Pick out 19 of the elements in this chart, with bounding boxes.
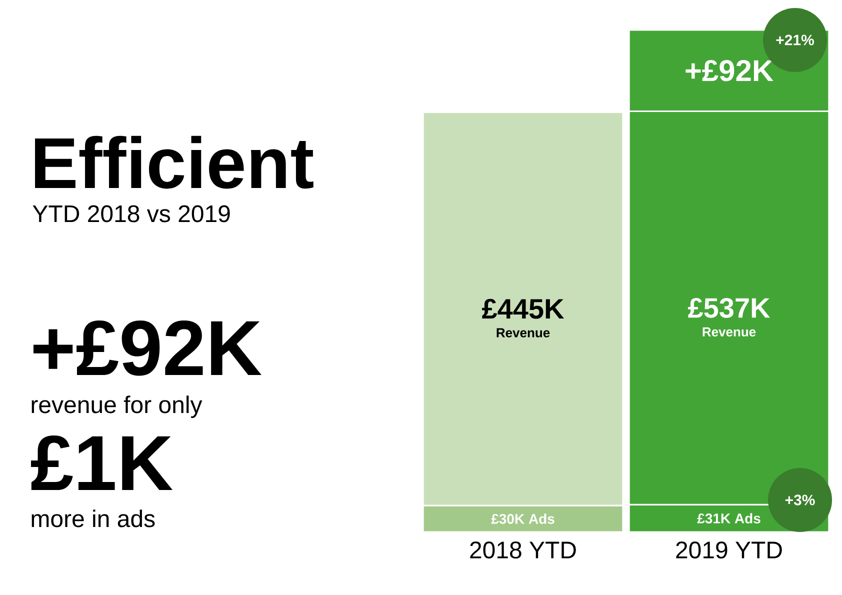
text: revenue for only <box>32 396 202 418</box>
text: £1K <box>31 436 173 490</box>
text: Ads <box>734 513 760 524</box>
text: +£92K <box>33 320 262 376</box>
x-tick-label: 2019 YTD <box>676 542 782 559</box>
data-label: £31K <box>697 514 730 524</box>
data-label: £445K <box>482 298 564 319</box>
annotation: £537K <box>688 298 770 318</box>
data-label: +£92K <box>686 60 774 82</box>
x-tick-label: 2018 YTD <box>470 542 576 559</box>
series-label: Ads <box>528 514 554 524</box>
annotation: +21% <box>776 34 814 46</box>
annotation: +3% <box>785 494 815 506</box>
text: more in ads <box>32 510 155 528</box>
data-label: £30K <box>491 514 524 524</box>
text: Revenue <box>702 327 756 336</box>
text: YTD 2018 vs 2019 <box>32 205 230 222</box>
text: Efficient <box>35 136 314 189</box>
series-label: Revenue <box>496 328 550 338</box>
